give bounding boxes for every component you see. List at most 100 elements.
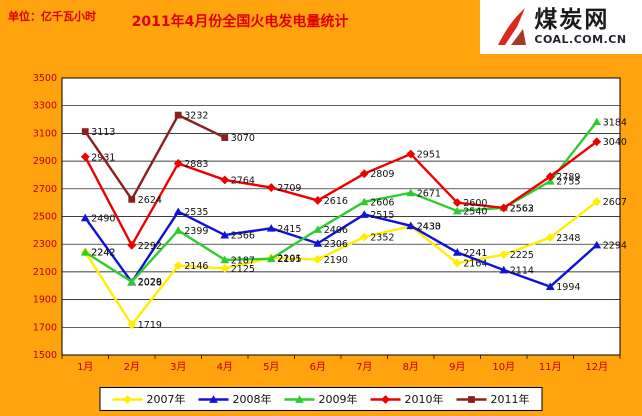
data-point-marker — [173, 207, 183, 216]
x-tick-label: 3月 — [170, 361, 186, 373]
x-tick-label: 1月 — [77, 361, 93, 373]
data-point-marker — [313, 225, 323, 233]
y-tick-label: 2300 — [33, 239, 57, 250]
x-tick-label: 5月 — [263, 361, 279, 373]
data-point-marker — [452, 206, 462, 215]
data-point-marker — [545, 172, 555, 181]
data-point-marker — [545, 233, 555, 242]
data-point-label: 2430 — [417, 222, 441, 233]
legend-marker — [123, 394, 132, 404]
data-point-label: 2029 — [138, 277, 162, 288]
data-point-label: 3184 — [603, 117, 627, 128]
x-tick-label: 2月 — [124, 361, 140, 373]
x-tick-label: 8月 — [403, 361, 419, 373]
data-point-label: 3232 — [184, 111, 208, 122]
legend-marker — [381, 394, 390, 404]
data-point-marker — [220, 264, 230, 273]
data-point-label: 2415 — [277, 224, 301, 235]
data-point-label: 2616 — [324, 196, 348, 207]
data-point-label: 2671 — [417, 188, 441, 199]
legend-marker-icon — [370, 394, 401, 404]
data-point-label: 2809 — [370, 169, 394, 180]
legend-marker — [209, 394, 218, 403]
x-tick-label: 11月 — [539, 361, 562, 373]
data-point-label: 2562 — [510, 203, 534, 214]
logo: 煤炭网 COAL.COM.CN — [480, 0, 642, 54]
data-point-label: 2026 — [138, 278, 162, 289]
logo-name: 煤炭网 — [534, 7, 610, 33]
x-tick-label: 4月 — [217, 361, 233, 373]
data-point-label: 2490 — [91, 213, 115, 224]
logo-text: 煤炭网 COAL.COM.CN — [534, 7, 626, 46]
coal-logo-icon — [498, 8, 527, 45]
y-tick-label: 1700 — [33, 322, 57, 333]
data-point-marker — [452, 198, 462, 208]
data-point-marker — [128, 195, 136, 203]
x-tick-label: 12月 — [585, 361, 608, 373]
data-point-label: 2883 — [184, 159, 208, 170]
data-point-label: 2433 — [417, 221, 441, 232]
data-point-label: 3040 — [603, 137, 627, 148]
legend-item-2010年: 2010年 — [370, 391, 444, 407]
data-point-marker — [127, 277, 137, 286]
y-tick-label: 1900 — [33, 295, 57, 306]
legend-marker-icon — [112, 394, 143, 404]
x-tick-label: 7月 — [356, 361, 372, 373]
data-point-marker — [592, 117, 602, 126]
data-point-label: 1994 — [556, 282, 580, 293]
data-point-label: 2241 — [463, 248, 487, 259]
data-point-label: 2606 — [370, 197, 394, 208]
data-point-marker — [173, 159, 183, 168]
data-point-marker — [266, 254, 276, 263]
data-point-marker — [266, 183, 276, 192]
data-point-marker — [220, 255, 230, 264]
data-point-marker — [221, 134, 229, 141]
series-line-2008年 — [84, 210, 598, 288]
data-point-marker — [406, 221, 416, 230]
legend-label: 2008年 — [232, 393, 272, 406]
x-tick-label: 9月 — [449, 361, 465, 373]
data-point-marker — [266, 224, 276, 232]
data-point-label: 1719 — [138, 320, 162, 331]
data-point-label: 2406 — [324, 225, 348, 236]
data-point-marker — [499, 203, 509, 213]
data-point-label: 2146 — [184, 261, 208, 272]
x-tick-label: 10月 — [492, 361, 515, 373]
legend-label: 2010年 — [404, 393, 444, 406]
logo-swoosh-shape — [498, 8, 526, 45]
legend-marker-icon — [284, 394, 315, 403]
data-point-label: 2764 — [231, 175, 255, 186]
legend-marker-icon — [198, 394, 229, 403]
data-point-marker — [127, 320, 137, 330]
data-point-label: 2306 — [324, 239, 348, 250]
data-point-label: 2755 — [556, 177, 580, 188]
data-point-label: 2789 — [556, 172, 580, 183]
data-point-label: 2535 — [184, 207, 208, 218]
y-tick-label: 1500 — [33, 350, 57, 361]
legend-marker-icon — [456, 395, 487, 403]
unit-label: 单位：亿千瓦小时 — [8, 10, 96, 23]
legend-item-2011年: 2011年 — [456, 391, 530, 407]
y-tick-label: 2700 — [33, 184, 57, 195]
y-tick-label: 2900 — [33, 156, 57, 167]
data-point-marker — [173, 226, 183, 234]
legend-item-2008年: 2008年 — [198, 391, 272, 407]
legend-item-2009年: 2009年 — [284, 391, 358, 407]
data-point-marker — [592, 137, 602, 147]
data-point-marker — [452, 248, 462, 256]
data-point-marker — [499, 250, 509, 259]
data-point-marker — [173, 261, 183, 270]
data-point-label: 2348 — [556, 233, 580, 244]
data-point-marker — [406, 149, 416, 159]
series-line-2011年 — [84, 113, 226, 202]
data-point-label: 2242 — [91, 248, 115, 259]
data-point-marker — [359, 232, 369, 242]
y-tick-label: 3300 — [33, 101, 57, 112]
data-point-label: 2294 — [603, 241, 627, 252]
y-tick-label: 2500 — [33, 212, 57, 223]
data-point-marker — [313, 196, 323, 205]
series-line-2007年 — [84, 200, 598, 327]
data-point-label: 2201 — [277, 253, 301, 264]
data-point-label: 2190 — [324, 255, 348, 266]
